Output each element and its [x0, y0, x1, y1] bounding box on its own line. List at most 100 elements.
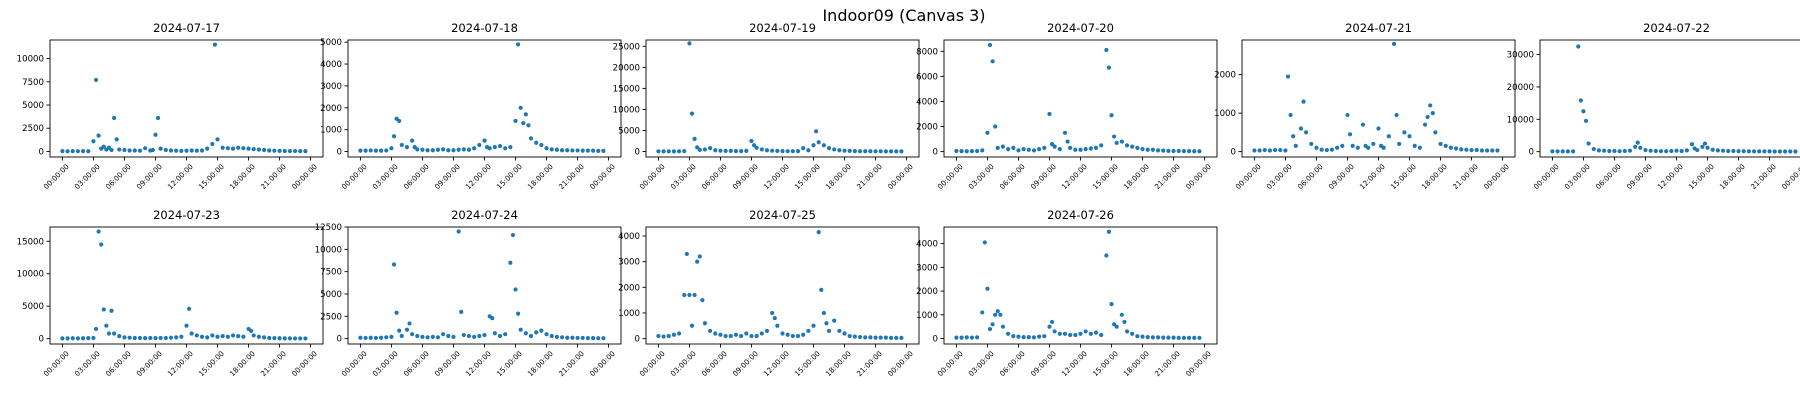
data-point: [420, 147, 425, 152]
x-tick-label: 15:00:00: [197, 349, 226, 378]
data-point: [446, 333, 451, 339]
data-point: [459, 309, 464, 314]
data-point: [801, 332, 806, 337]
data-point: [404, 327, 410, 332]
data-point: [1031, 335, 1037, 340]
data-point: [1171, 335, 1176, 340]
x-tick-label: 00:00:00: [42, 162, 71, 191]
data-point: [985, 286, 990, 291]
data-point: [425, 335, 430, 340]
x-tick-label: 15:00:00: [197, 162, 226, 191]
data-point: [554, 147, 559, 152]
data-point: [1192, 335, 1197, 340]
data-point: [852, 149, 857, 154]
data-point: [1011, 145, 1016, 150]
data-point: [487, 146, 492, 151]
y-tick-label: 0: [635, 335, 640, 345]
data-point: [702, 321, 708, 326]
y-tick-label: 10000: [1507, 115, 1534, 125]
data-point: [1186, 149, 1192, 154]
data-point: [404, 145, 410, 150]
y-tick-label: 4000: [320, 60, 342, 70]
data-point: [993, 312, 998, 317]
data-point: [785, 149, 790, 154]
data-point: [1633, 144, 1638, 149]
data-point: [389, 334, 394, 339]
data-point: [1049, 319, 1055, 325]
data-point: [86, 336, 91, 341]
x-tick-label: 03:00:00: [669, 349, 698, 378]
x-tick-label: 18:00:00: [1718, 162, 1747, 191]
data-point: [1047, 111, 1052, 117]
data-point: [713, 331, 718, 336]
x-tick-label: 15:00:00: [495, 162, 524, 191]
data-point: [692, 292, 697, 298]
data-point: [1124, 329, 1130, 334]
data-point: [969, 149, 975, 154]
data-point: [75, 149, 81, 154]
data-point: [559, 148, 565, 153]
data-point: [821, 310, 826, 316]
data-point: [1291, 134, 1296, 139]
data-point: [1762, 149, 1767, 154]
data-point: [1021, 335, 1026, 340]
x-tick-label: 12:00:00: [762, 162, 791, 191]
data-point: [492, 145, 497, 150]
data-point: [368, 148, 373, 153]
data-point: [1252, 148, 1257, 153]
data-point: [399, 142, 404, 148]
data-point: [1135, 334, 1140, 339]
x-tick-label: 15:00:00: [1687, 162, 1716, 191]
x-tick-label: 00:00:00: [1532, 162, 1561, 191]
data-point: [590, 336, 596, 341]
data-point: [687, 41, 692, 46]
data-point: [482, 138, 487, 143]
data-point: [1272, 147, 1278, 153]
data-point: [1453, 146, 1459, 151]
data-point: [394, 310, 399, 315]
data-point: [590, 148, 596, 153]
data-point: [998, 312, 1003, 317]
data-point: [1068, 332, 1073, 338]
data-point: [811, 143, 816, 148]
y-tick-label: 7500: [22, 78, 44, 88]
x-tick-label: 00:00:00: [42, 349, 71, 378]
data-point: [1335, 145, 1340, 150]
data-point: [292, 148, 298, 154]
data-point: [1679, 148, 1684, 154]
data-point: [687, 292, 692, 298]
data-point: [1011, 334, 1016, 339]
x-tick-label: 00:00:00: [340, 162, 369, 191]
data-point: [1000, 144, 1006, 149]
data-point: [241, 334, 246, 339]
data-point: [1278, 147, 1283, 153]
x-tick-label: 15:00:00: [1389, 162, 1418, 191]
data-point: [544, 332, 549, 337]
data-point: [1397, 141, 1402, 147]
data-point: [1643, 147, 1648, 153]
y-tick-label: 5000: [22, 302, 44, 312]
data-point: [189, 331, 194, 336]
data-point: [358, 148, 363, 153]
x-tick-label: 09:00:00: [1029, 162, 1058, 191]
data-point: [888, 149, 894, 154]
data-point: [391, 134, 397, 139]
x-tick-label: 00:00:00: [638, 349, 667, 378]
data-point: [894, 335, 899, 340]
data-point: [430, 148, 435, 153]
data-point: [194, 148, 199, 153]
y-tick-label: 20000: [613, 63, 640, 73]
data-point: [702, 147, 708, 152]
data-point: [1267, 148, 1273, 153]
data-point: [554, 334, 559, 339]
data-point: [477, 333, 482, 339]
data-point: [272, 148, 277, 153]
data-point: [523, 331, 528, 336]
x-tick-label: 00:00:00: [886, 162, 915, 191]
data-point: [826, 328, 832, 334]
data-point: [415, 147, 420, 152]
data-point: [215, 137, 220, 142]
data-point: [1065, 139, 1070, 144]
data-point: [1166, 148, 1171, 153]
data-point: [1596, 148, 1602, 153]
